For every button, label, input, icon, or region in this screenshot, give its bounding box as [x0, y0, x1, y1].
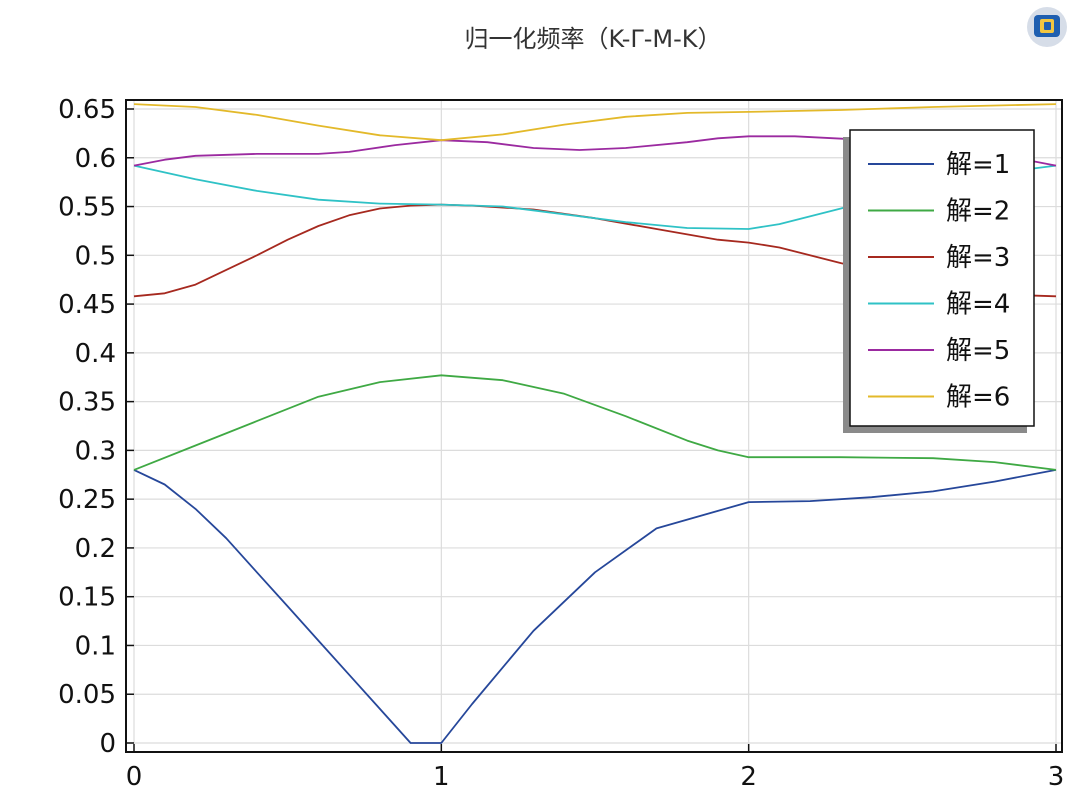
axes — [125, 99, 1063, 753]
tick-labels: 0.65 0.6 0.55 0.5 0.45 0.4 0.35 0.3 0.25 0.2 0.15 0… — [58, 95, 1064, 788]
y-tick-label-4: 0.45 — [58, 290, 116, 320]
y-tick-label-8: 0.25 — [58, 485, 116, 515]
y-tick-label-9: 0.2 — [75, 534, 116, 564]
x-tick-label-3: 3 — [1048, 762, 1065, 788]
chart-title: 归一化频率（K-Γ-M-K） — [464, 25, 721, 53]
legend-label-1: 解=1 — [946, 150, 1010, 180]
legend: 解=1 解=2 解=3 解=4 解=5 解=6 — [843, 129, 1035, 433]
y-tick-label-1: 0.6 — [75, 144, 116, 174]
y-tick-label-2: 0.55 — [58, 193, 116, 223]
x-tick-label-1: 1 — [433, 762, 450, 788]
grid-lines — [126, 100, 1062, 752]
plot-frame — [125, 99, 1063, 753]
series-line-1 — [133, 469, 1057, 744]
x-tick-label-0: 0 — [126, 762, 143, 788]
legend-label-4: 解=4 — [946, 290, 1010, 320]
app-logo-icon — [1027, 7, 1067, 47]
series-line-6 — [133, 103, 1057, 142]
legend-box — [849, 129, 1035, 427]
y-tick-label-6: 0.35 — [58, 388, 116, 418]
y-tick-label-0: 0.65 — [58, 95, 116, 125]
y-tick-label-11: 0.1 — [75, 631, 116, 661]
y-tick-label-13: 0 — [99, 729, 116, 759]
legend-label-5: 解=5 — [946, 336, 1010, 366]
x-tick-label-2: 2 — [740, 762, 757, 788]
legend-label-6: 解=6 — [946, 383, 1010, 413]
legend-label-3: 解=3 — [946, 243, 1010, 273]
y-tick-label-12: 0.05 — [58, 680, 116, 710]
y-tick-label-10: 0.15 — [58, 583, 116, 613]
y-tick-label-7: 0.3 — [75, 436, 116, 466]
legend-label-2: 解=2 — [946, 197, 1010, 227]
y-tick-label-3: 0.5 — [75, 241, 116, 271]
y-tick-label-5: 0.4 — [75, 339, 116, 369]
series-line-2 — [133, 374, 1057, 471]
